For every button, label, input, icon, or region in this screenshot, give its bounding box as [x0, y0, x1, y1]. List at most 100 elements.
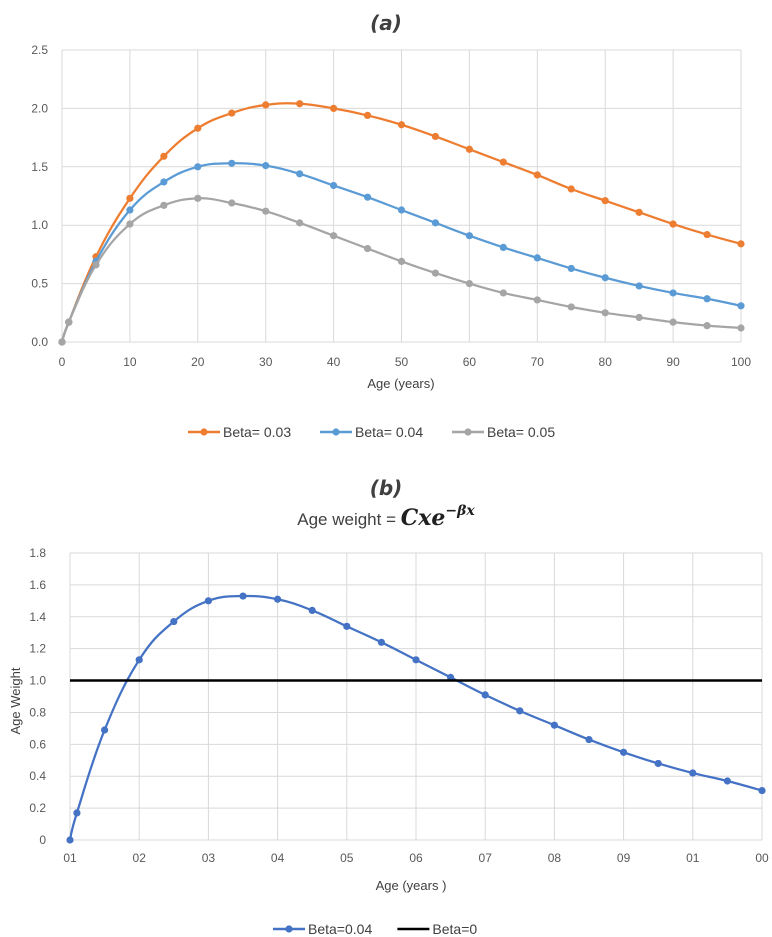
chart-b-x-tick-label: 05 — [340, 851, 354, 865]
chart-a-series-1-point — [262, 101, 270, 109]
chart-a-series-2-point — [228, 159, 236, 167]
chart-a-series-2-point — [330, 181, 338, 190]
chart-b-series-1-point — [73, 809, 81, 817]
chart-b-series-1-point — [343, 622, 351, 630]
chart-b-series-1-point — [412, 656, 420, 664]
chart-a-series-1-point — [160, 152, 168, 160]
chart-a-series-3-point — [363, 244, 372, 253]
chart-a-series-1-point — [194, 124, 202, 132]
chart-b-legend-label: Beta=0 — [432, 921, 477, 937]
chart-b-y-tick-label: 0 — [39, 833, 46, 847]
chart-a-series-1-point — [465, 145, 473, 153]
chart-b-x-tick-label: 08 — [548, 851, 562, 865]
chart-a-series-2-point — [431, 219, 440, 227]
chart-a-legend-label: Beta= 0.04 — [355, 424, 423, 440]
chart-a-x-tick-label: 90 — [666, 355, 680, 369]
chart-a-series-3-point — [92, 261, 100, 269]
chart-b-series-1-point — [308, 606, 316, 615]
chart-a-x-tick-label: 100 — [731, 355, 751, 369]
chart-b-title-prefix: Age weight = — [297, 510, 401, 529]
chart-b-title: Age weight = Cxe−βx — [297, 503, 475, 531]
chart-a-series-group — [58, 100, 745, 346]
chart-b-gridlines — [69, 552, 763, 841]
chart-a-x-tick-label: 0 — [59, 355, 66, 369]
chart-b-panel-label: (b) — [370, 476, 403, 500]
chart-a-series-1-point — [431, 132, 440, 141]
chart-b-series-1-point — [689, 769, 697, 777]
chart-a-legend-label: Beta= 0.05 — [487, 424, 555, 440]
chart-b-y-tick-label: 0.4 — [29, 769, 46, 783]
chart-a-x-tick-label: 70 — [531, 355, 545, 369]
chart-b-x-tick-labels: 01 02 03 04 05 06 07 08 09 01 00 — [63, 851, 769, 865]
chart-b-legend-swatch-marker — [285, 925, 293, 933]
chart-a-series-2-point — [397, 206, 406, 214]
chart-a-series-1-point — [363, 111, 372, 120]
chart-b-x-tick-label: 01 — [63, 851, 77, 865]
chart-b-y-tick-label: 0.2 — [29, 801, 46, 815]
chart-a-series-1-point — [635, 208, 643, 216]
chart-a-series-3 — [58, 194, 745, 346]
chart-a-series-2-point — [126, 206, 134, 214]
chart-a-series-1-point — [126, 194, 134, 202]
chart-a-series-2-point — [601, 274, 609, 282]
chart-a-series-1-point — [737, 240, 745, 248]
chart-a-legend: Beta= 0.03 Beta= 0.04 Beta= 0.05 — [188, 424, 555, 440]
chart-b-series-1-point — [620, 748, 628, 756]
chart-a-x-tick-label: 60 — [463, 355, 477, 369]
chart-a-x-tick-label: 20 — [191, 355, 205, 369]
chart-a-series-1-point — [397, 121, 406, 129]
chart-b-series-1-point — [170, 617, 178, 626]
chart-b-x-tick-label: 02 — [133, 851, 147, 865]
chart-a-series-3-point — [58, 338, 66, 346]
chart-a-x-tick-label: 80 — [599, 355, 613, 369]
chart-a-legend-swatch-marker — [332, 428, 340, 436]
chart-a-series-1-point — [228, 109, 236, 117]
chart-b-title-formula: Cxe — [401, 505, 446, 531]
chart-b-series-1-point — [204, 597, 212, 605]
chart-b-series-group — [66, 592, 766, 844]
chart-a-y-tick-label: 0.0 — [31, 335, 48, 349]
chart-b-y-axis-title: Age Weight — [8, 667, 23, 734]
chart-b-x-tick-label: 04 — [271, 851, 285, 865]
chart-a-legend-label: Beta= 0.03 — [223, 424, 291, 440]
chart-a-y-tick-label: 2.0 — [31, 101, 48, 115]
chart-b-y-tick-label: 0.8 — [29, 705, 46, 719]
chart-a-legend-item-2: Beta= 0.04 — [320, 424, 423, 440]
chart-a-series-1-point — [499, 158, 507, 166]
chart-b-series-1-point — [654, 759, 662, 768]
chart-a-legend-swatch-marker — [200, 428, 208, 436]
chart-b-x-tick-label: 01 — [686, 851, 700, 865]
chart-a-series-3-point — [533, 296, 541, 304]
chart-a-series-3-point — [228, 199, 236, 207]
chart-a-y-tick-label: 1.5 — [31, 160, 48, 174]
chart-a-series-3-point — [397, 257, 406, 266]
chart-a-series-2-point — [635, 282, 643, 290]
chart-a-series-1-point — [330, 104, 338, 112]
chart-a-series-2-point — [160, 178, 168, 186]
chart-b-y-tick-label: 1.4 — [29, 610, 46, 624]
chart-a-legend-swatch-marker — [464, 428, 472, 436]
chart-b-series-1-point — [550, 721, 559, 729]
chart-b-y-tick-label: 1.2 — [29, 642, 46, 656]
chart-a-series-2-point — [533, 254, 541, 262]
chart-b-x-tick-label: 06 — [409, 851, 423, 865]
chart-a-series-3-point — [635, 313, 643, 322]
chart-b-legend-item-1: Beta=0.04 — [273, 921, 372, 937]
chart-b-series-1-point — [239, 592, 247, 600]
chart-a-series-2-point — [296, 170, 304, 178]
chart-b-title-exponent: −βx — [445, 503, 475, 519]
chart-a-x-tick-label: 40 — [327, 355, 341, 369]
chart-a-series-1-point — [533, 171, 541, 179]
chart-b-series-1-point — [274, 595, 282, 603]
chart-b-y-tick-label: 1.8 — [29, 546, 46, 560]
chart-a-series-2-point — [703, 295, 711, 303]
chart-b-series-1-point — [758, 786, 766, 795]
chart-a-series-3-point — [601, 309, 609, 317]
chart-a-series-2-point — [194, 163, 202, 171]
chart-a-series-2-point — [363, 193, 372, 201]
chart-a-series-2-point — [262, 162, 270, 170]
chart-b: (b) Age weight = Cxe−βx 0 0.2 0.4 0.6 0.8 1.0… — [8, 476, 769, 937]
chart-a-series-3-point — [126, 220, 134, 228]
chart-a-series-2-point — [465, 232, 473, 240]
